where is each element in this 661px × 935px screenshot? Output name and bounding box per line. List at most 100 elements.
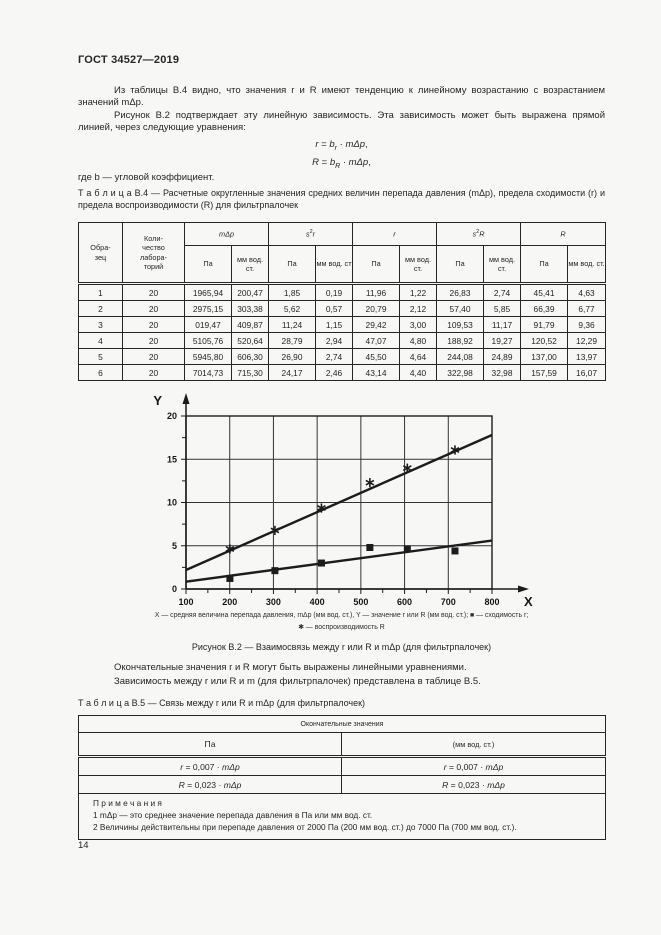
svg-text:200: 200 — [222, 597, 237, 607]
after-figure-paragraph-2: Зависимость между r или R и m (для фильт… — [114, 676, 481, 687]
table-cell: 13,97 — [567, 348, 607, 365]
table-cell: 2,74 — [315, 348, 354, 365]
table-cell: 6,77 — [567, 300, 607, 317]
table-cell: 2,74 — [483, 283, 522, 301]
table-cell: 6 — [78, 364, 123, 381]
table-b5-equation-row: R = 0,023 · mΔp R = 0,023 · mΔp — [78, 775, 606, 794]
table-cell: 9,36 — [567, 316, 607, 333]
svg-text:15: 15 — [167, 454, 177, 464]
column-group-mdp: mΔp — [183, 222, 270, 246]
table-cell: 5105,76 — [184, 332, 232, 349]
unit-header: Па — [352, 245, 401, 285]
equation-cell: r = 0,007 · mΔp — [78, 756, 342, 776]
table-cell: 2975,15 — [184, 300, 232, 317]
table-cell: 57,40 — [436, 300, 485, 317]
table-cell: 20 — [122, 348, 185, 365]
final-values-header: Окончательные значения — [78, 715, 606, 733]
table-cell: 4,40 — [399, 364, 438, 381]
column-header-sample: Обра- зец — [78, 222, 123, 285]
table-b4-body: 1 20 1965,94 200,47 1,85 0,19 11,96 1,22 26,83 2,… — [78, 283, 607, 381]
table-cell: 20 — [122, 332, 185, 349]
table-b4-row: 3 20 019,47 409,87 11,24 1,15 29,42 3,00 109,53 1… — [78, 316, 607, 333]
unit-header: мм вод. ст. — [567, 245, 607, 285]
svg-text:700: 700 — [441, 597, 456, 607]
column-header-labs: Коли- чество лабора- торий — [122, 222, 185, 285]
table-cell: 606,30 — [230, 348, 270, 365]
table-cell: 0,57 — [315, 300, 354, 317]
table-cell: 11,24 — [268, 316, 317, 333]
column-group-r: r — [352, 222, 438, 246]
equation-cell: R = 0,023 · mΔp — [341, 775, 606, 794]
table-cell: 20 — [122, 364, 185, 381]
table-cell: 5,62 — [268, 300, 317, 317]
legend-text: — сходимость r; — [474, 612, 529, 619]
table-cell: 26,83 — [436, 283, 485, 301]
table-cell: 3 — [78, 316, 123, 333]
table-b5-eq-body: r = 0,007 · mΔp r = 0,007 · mΔp R = 0,023 … — [78, 756, 606, 794]
figure-caption: Рисунок В.2 — Взаимосвязь между r или R … — [191, 642, 492, 652]
table-cell: 0,19 — [315, 283, 354, 301]
table-cell: 29,42 — [352, 316, 401, 333]
table-cell: 45,41 — [520, 283, 569, 301]
table-b4-caption: Т а б л и ц а В.4 — Расчетные округленны… — [78, 188, 605, 210]
table-cell: 303,38 — [230, 300, 270, 317]
table-cell: 322,98 — [436, 364, 485, 381]
table-cell: 2,12 — [399, 300, 438, 317]
table-b4-row: 2 20 2975,15 303,38 5,62 0,57 20,79 2,12 57,40 5,… — [78, 300, 607, 317]
table-b5-notes-row: П р и м е ч а н и я 1 mΔp — это среднее … — [78, 792, 606, 841]
table-cell: 2 — [78, 300, 123, 317]
table-cell: 137,00 — [520, 348, 569, 365]
table-cell: 47,07 — [352, 332, 401, 349]
table-cell: 3,00 — [399, 316, 438, 333]
svg-text:600: 600 — [397, 597, 412, 607]
table-cell: 1,85 — [268, 283, 317, 301]
table-b4-header-row-units: Па мм вод. ст. Па мм вод. ст Па мм вод. … — [79, 245, 607, 285]
intro-paragraph-2: Рисунок В.2 подтверждает эту линейную за… — [78, 110, 605, 133]
svg-text:400: 400 — [310, 597, 325, 607]
table-cell: 20 — [122, 283, 185, 301]
table-cell: 66,39 — [520, 300, 569, 317]
unit-header: Па — [268, 245, 317, 285]
column-group-s2r: s2r — [268, 222, 354, 246]
table-b5-units-row: Па (мм вод. ст.) — [78, 732, 606, 758]
column-header-mm: (мм вод. ст.) — [341, 732, 606, 758]
table-cell: 20 — [122, 300, 185, 317]
table-cell: 26,90 — [268, 348, 317, 365]
svg-text:0: 0 — [172, 584, 177, 594]
svg-text:20: 20 — [167, 411, 177, 421]
unit-header: мм вод. ст. — [399, 245, 438, 285]
notes-title: П р и м е ч а н и я — [93, 798, 162, 808]
table-cell: 4,64 — [399, 348, 438, 365]
page-number: 14 — [78, 840, 89, 851]
legend-text: X — средняя величина перепада давления, … — [154, 612, 471, 619]
unit-header: мм вод. ст. — [483, 245, 522, 285]
svg-text:500: 500 — [353, 597, 368, 607]
legend-text: — воспроизводимость R — [304, 623, 385, 631]
svg-text:5: 5 — [172, 541, 177, 551]
table-b5: Окончательные значения Па (мм вод. ст.) … — [78, 715, 606, 841]
figure-b2-chart: 100 200 300 400 500 600 700 800 0 5 10 15 20 Y X — [153, 393, 533, 609]
table-b4-row: 1 20 1965,94 200,47 1,85 0,19 11,96 1,22 26,83 2,… — [78, 283, 607, 301]
table-cell: 24,89 — [483, 348, 522, 365]
table-cell: 28,79 — [268, 332, 317, 349]
table-cell: 2,94 — [315, 332, 354, 349]
unit-header: Па — [436, 245, 485, 285]
table-cell: 91,79 — [520, 316, 569, 333]
table-cell: 1965,94 — [184, 283, 232, 301]
table-cell: 2,46 — [315, 364, 354, 381]
table-cell: 20,79 — [352, 300, 401, 317]
table-cell: 157,59 — [520, 364, 569, 381]
standard-designation: ГОСТ 34527—2019 — [78, 54, 180, 66]
asterisk-marker-icon: ✱ — [298, 623, 304, 631]
table-b4-header-row-groups: Обра- зец Коли- чество лабора- торий mΔp… — [78, 222, 607, 285]
svg-text:10: 10 — [167, 498, 177, 508]
table-cell: 16,07 — [567, 364, 607, 381]
table-cell: 120,52 — [520, 332, 569, 349]
svg-text:300: 300 — [266, 597, 281, 607]
table-cell: 11,17 — [483, 316, 522, 333]
table-cell: 11,96 — [352, 283, 401, 301]
table-cell: 12,29 — [567, 332, 607, 349]
table-cell: 244,08 — [436, 348, 485, 365]
after-figure-paragraph-1: Окончательные значения r и R могут быть … — [114, 662, 467, 673]
